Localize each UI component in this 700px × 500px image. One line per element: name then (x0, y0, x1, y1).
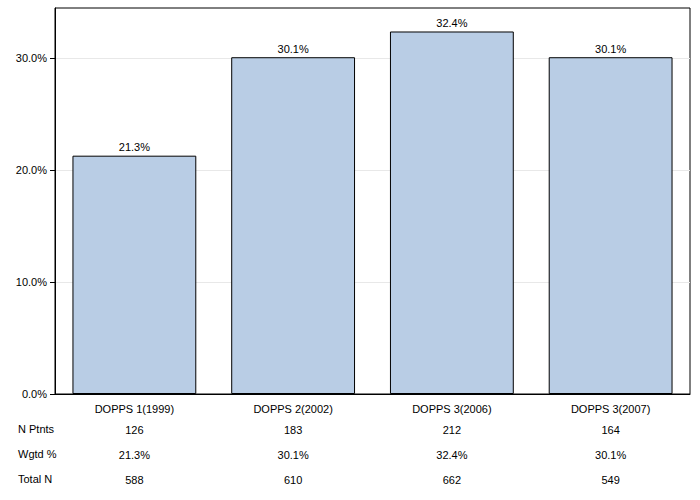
svg-text:DOPPS 1(1999): DOPPS 1(1999) (95, 403, 174, 415)
svg-text:21.3%: 21.3% (119, 449, 150, 461)
svg-text:32.4%: 32.4% (436, 17, 467, 29)
svg-text:32.4%: 32.4% (436, 449, 467, 461)
svg-text:126: 126 (125, 424, 143, 436)
svg-text:DOPPS 3(2007): DOPPS 3(2007) (571, 403, 650, 415)
svg-text:DOPPS 2(2002): DOPPS 2(2002) (253, 403, 332, 415)
svg-text:10.0%: 10.0% (16, 276, 47, 288)
svg-text:DOPPS 3(2006): DOPPS 3(2006) (412, 403, 491, 415)
svg-text:21.3%: 21.3% (119, 141, 150, 153)
svg-text:610: 610 (284, 474, 302, 486)
svg-text:30.1%: 30.1% (278, 449, 309, 461)
svg-text:Total N: Total N (18, 473, 52, 485)
svg-text:N Ptnts: N Ptnts (18, 423, 55, 435)
svg-text:588: 588 (125, 474, 143, 486)
svg-text:Wgtd %: Wgtd % (18, 448, 57, 460)
svg-text:30.0%: 30.0% (16, 52, 47, 64)
svg-text:212: 212 (443, 424, 461, 436)
svg-text:549: 549 (601, 474, 619, 486)
svg-text:30.1%: 30.1% (595, 43, 626, 55)
svg-text:30.1%: 30.1% (595, 449, 626, 461)
svg-text:662: 662 (443, 474, 461, 486)
svg-text:0.0%: 0.0% (22, 388, 47, 400)
svg-text:164: 164 (601, 424, 619, 436)
svg-text:183: 183 (284, 424, 302, 436)
svg-text:20.0%: 20.0% (16, 164, 47, 176)
svg-text:30.1%: 30.1% (278, 43, 309, 55)
